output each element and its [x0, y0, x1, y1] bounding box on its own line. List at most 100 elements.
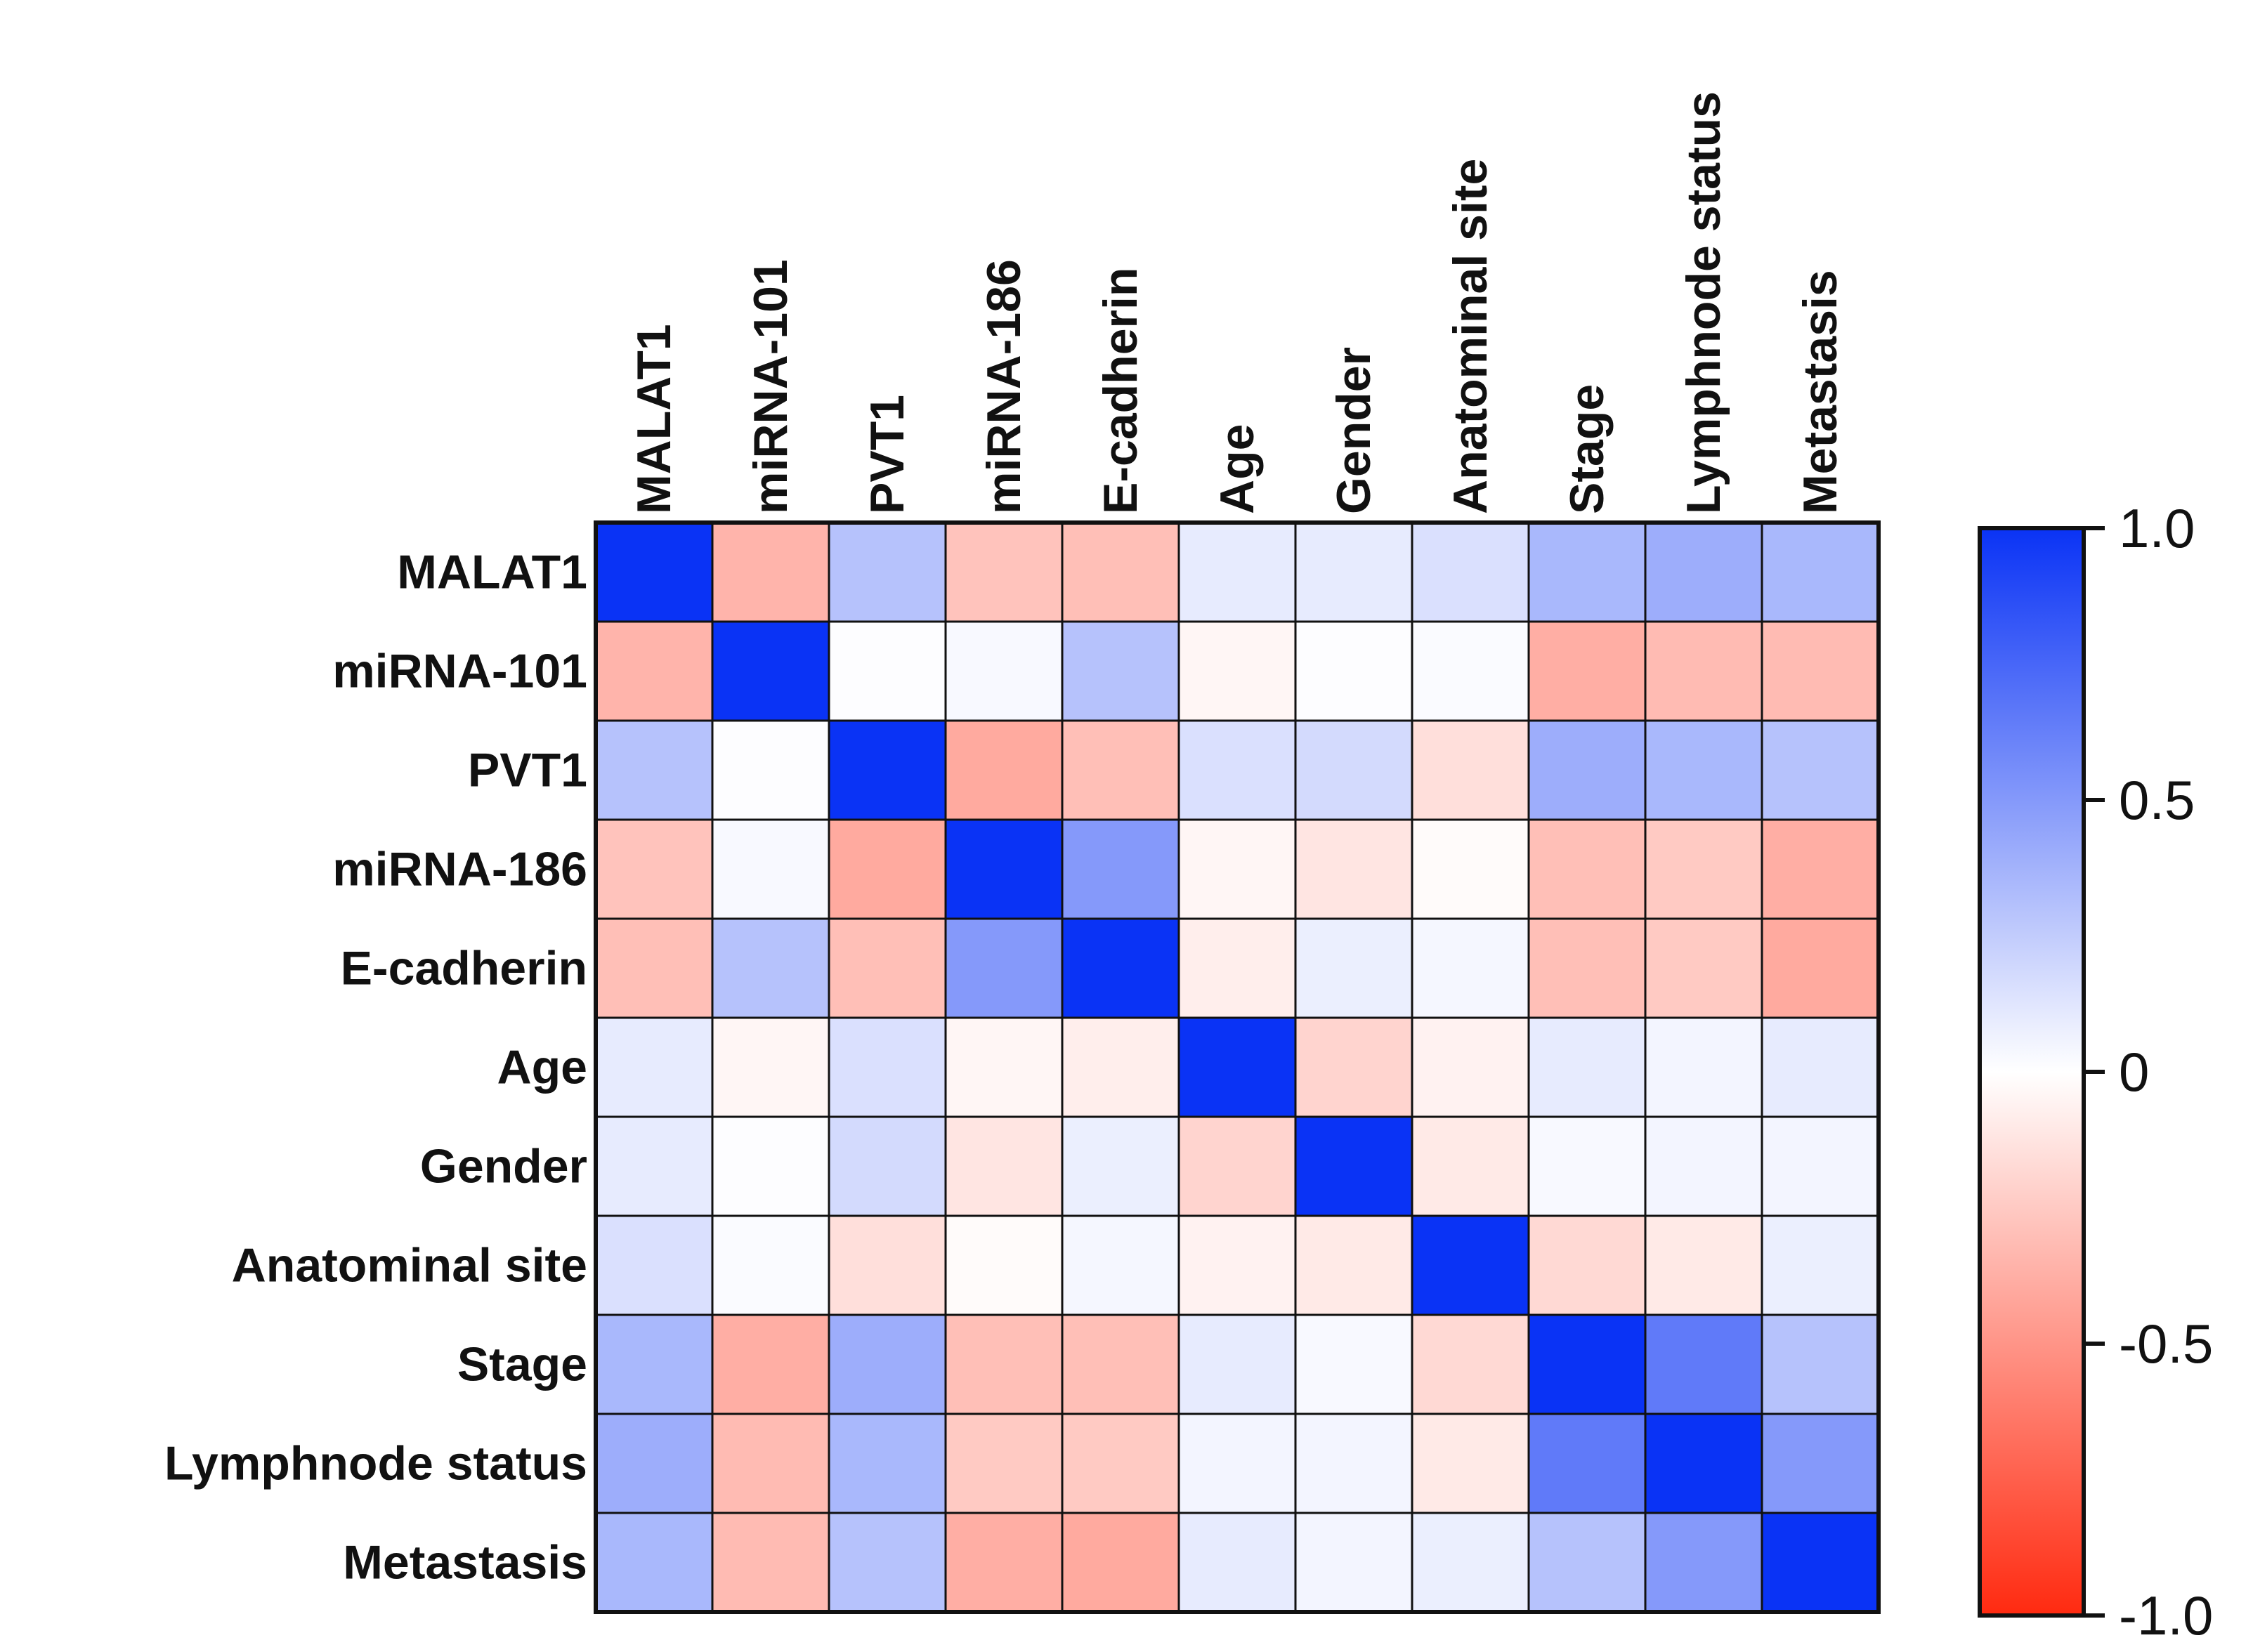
heatmap-cell [1761, 521, 1880, 623]
heatmap-cell [1177, 1115, 1297, 1217]
heatmap-cell [1411, 521, 1530, 623]
heatmap-cell [1061, 917, 1180, 1019]
heatmap-cell [944, 521, 1064, 623]
heatmap-cell [1527, 1313, 1647, 1415]
heatmap-cell [1294, 521, 1413, 623]
heatmap-cell [594, 1016, 714, 1118]
heatmap-cell [1761, 1115, 1880, 1217]
heatmap-cell [1061, 1016, 1180, 1118]
heatmap-cell [1761, 917, 1880, 1019]
row-label: Age [497, 1041, 587, 1094]
heatmap-cell [1294, 1214, 1413, 1316]
heatmap-cell [1761, 1016, 1880, 1118]
heatmap-cell [1061, 818, 1180, 920]
heatmap-cell [1411, 917, 1530, 1019]
column-label: Stage [1560, 384, 1614, 514]
row-label: Gender [420, 1140, 587, 1193]
heatmap-cell [711, 1512, 830, 1613]
heatmap-border [594, 520, 1881, 1614]
heatmap-cell [1644, 1512, 1763, 1613]
heatmap-cell [1761, 1313, 1880, 1415]
heatmap-cell [1061, 1214, 1180, 1316]
heatmap-cell [594, 917, 714, 1019]
heatmap-cell [1527, 1512, 1647, 1613]
column-label: Anatominal site [1444, 159, 1497, 514]
heatmap-cell [1061, 1115, 1180, 1217]
heatmap-cell [944, 1412, 1064, 1514]
heatmap-cell [1527, 1412, 1647, 1514]
heatmap-cell [828, 521, 947, 623]
heatmap-cell [1527, 521, 1647, 623]
column-label: Gender [1327, 347, 1380, 514]
heatmap-cell [594, 620, 714, 722]
heatmap-cell [1644, 917, 1763, 1019]
heatmap-cell [1761, 719, 1880, 821]
heatmap-cell [1061, 521, 1180, 623]
heatmap-cell [1411, 818, 1530, 920]
heatmap-cell [828, 917, 947, 1019]
heatmap-cell [944, 620, 1064, 722]
heatmap-cell [1761, 818, 1880, 920]
heatmap-cell [944, 1214, 1064, 1316]
heatmap-cell [1527, 1214, 1647, 1316]
heatmap-cell [944, 1512, 1064, 1613]
colorbar-tick-label: 0.5 [2119, 769, 2195, 831]
heatmap-cell [1061, 1412, 1180, 1514]
heatmap-cell [594, 1214, 714, 1316]
heatmap-cell [1644, 1313, 1763, 1415]
heatmap-cell [1294, 1512, 1413, 1613]
row-label: Stage [457, 1338, 587, 1391]
heatmap-cell [1761, 1512, 1880, 1613]
column-label: miRNA-186 [977, 259, 1031, 514]
heatmap-cell [1177, 1214, 1297, 1316]
row-label: E-cadherin [341, 942, 587, 995]
heatmap-cell [594, 1412, 714, 1514]
column-label: PVT1 [861, 395, 914, 514]
heatmap-cell [944, 1016, 1064, 1118]
heatmap-cell [944, 1115, 1064, 1217]
heatmap-cell [1527, 818, 1647, 920]
heatmap-cell [711, 1214, 830, 1316]
heatmap-cell [594, 719, 714, 821]
heatmap-cell [711, 719, 830, 821]
row-label: Metastasis [343, 1536, 587, 1589]
heatmap-cell [1177, 1313, 1297, 1415]
heatmap-cell [1061, 1512, 1180, 1613]
heatmap-cell [1527, 1115, 1647, 1217]
heatmap-cell [1644, 620, 1763, 722]
heatmap-cell [944, 917, 1064, 1019]
heatmap-cell [944, 719, 1064, 821]
heatmap-cell [1411, 1214, 1530, 1316]
heatmap-cell [1411, 620, 1530, 722]
heatmap-cell [711, 620, 830, 722]
heatmap-cell [1644, 1115, 1763, 1217]
heatmap-cell [594, 818, 714, 920]
heatmap-cell [1294, 917, 1413, 1019]
column-labels: MALAT1 miRNA-101 PVT1 miRNA-186 E-cadherin Ag… [627, 91, 1847, 514]
heatmap-cell [1177, 917, 1297, 1019]
row-label: MALAT1 [397, 546, 587, 599]
column-label: miRNA-101 [744, 259, 797, 514]
row-label: PVT1 [468, 744, 587, 797]
column-label: E-cadherin [1094, 268, 1147, 514]
heatmap-cell [1061, 620, 1180, 722]
colorbar-tick-label: -0.5 [2119, 1313, 2213, 1375]
heatmap-cell [1177, 1512, 1297, 1613]
heatmap-cell [1294, 818, 1413, 920]
heatmap-cell [711, 1115, 830, 1217]
heatmap-cell [1294, 1115, 1413, 1217]
heatmap-cell [828, 1512, 947, 1613]
row-label: Anatominal site [232, 1239, 587, 1292]
heatmap-cell [1177, 620, 1297, 722]
heatmap-cell [1411, 1115, 1530, 1217]
heatmap-cell [711, 521, 830, 623]
heatmap-cell [1294, 1016, 1413, 1118]
heatmap-cell [1294, 719, 1413, 821]
heatmap-cell [1177, 719, 1297, 821]
heatmap-cell [1644, 1412, 1763, 1514]
heatmap-cell [1644, 1214, 1763, 1316]
heatmap-cell [1411, 1313, 1530, 1415]
heatmap-cell [1761, 1412, 1880, 1514]
heatmap-cell [944, 818, 1064, 920]
heatmap-cell [828, 719, 947, 821]
